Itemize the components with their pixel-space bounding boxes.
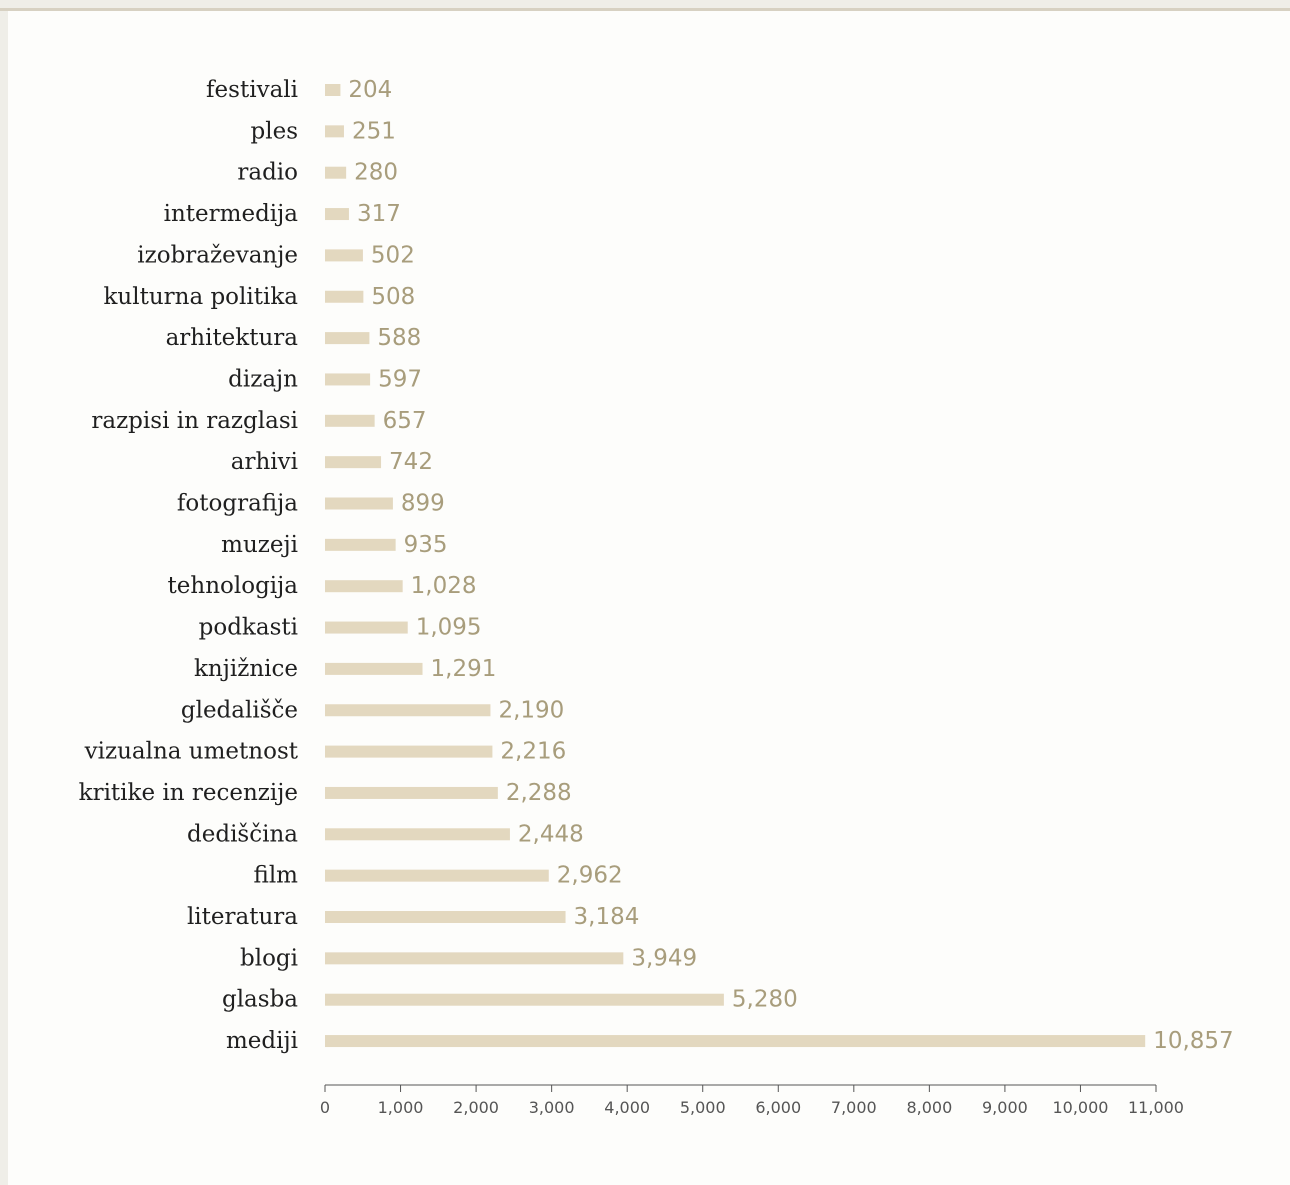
value-label: 899 xyxy=(401,491,445,517)
bar xyxy=(325,580,403,593)
bar xyxy=(325,414,375,427)
bar xyxy=(325,993,724,1006)
category-label: glasba xyxy=(222,987,298,1013)
category-label: muzeji xyxy=(221,532,298,558)
bar xyxy=(325,290,364,303)
bar xyxy=(325,166,347,179)
chart-panel xyxy=(8,11,1290,1185)
category-label: vizualna umetnost xyxy=(84,739,299,765)
bar xyxy=(325,828,510,841)
value-label: 742 xyxy=(389,449,433,475)
x-tick-label: 11,000 xyxy=(1128,1098,1184,1117)
category-label: mediji xyxy=(226,1028,298,1054)
category-label: izobraževanje xyxy=(137,242,298,268)
value-label: 251 xyxy=(352,118,396,144)
value-label: 280 xyxy=(354,160,398,186)
category-label: razpisi in razglasi xyxy=(91,408,298,434)
bar xyxy=(325,786,498,799)
bar xyxy=(325,497,393,510)
value-label: 317 xyxy=(357,201,401,227)
bar xyxy=(325,125,344,138)
value-label: 1,291 xyxy=(431,656,497,682)
value-label: 2,448 xyxy=(518,821,584,847)
value-label: 508 xyxy=(371,284,415,310)
x-tick-label: 4,000 xyxy=(604,1098,650,1117)
category-label: kritike in recenzije xyxy=(79,780,298,806)
value-label: 5,280 xyxy=(732,987,798,1013)
category-label: knjižnice xyxy=(194,656,298,682)
x-tick-label: 2,000 xyxy=(453,1098,499,1117)
category-label: ples xyxy=(251,118,299,144)
value-label: 657 xyxy=(383,408,427,434)
value-label: 10,857 xyxy=(1153,1028,1233,1054)
x-tick-label: 3,000 xyxy=(529,1098,575,1117)
bar xyxy=(325,745,493,758)
value-label: 3,184 xyxy=(574,904,640,930)
bar xyxy=(325,704,491,717)
category-label: arhitektura xyxy=(166,325,299,351)
bar xyxy=(325,249,363,262)
category-label: dizajn xyxy=(228,366,298,392)
bar xyxy=(325,84,341,96)
x-tick-label: 6,000 xyxy=(755,1098,801,1117)
bar xyxy=(325,373,371,386)
value-label: 597 xyxy=(378,366,422,392)
bars: festivali 204 ples 251 radio 280 intermedija 31… xyxy=(79,77,1234,1054)
bar xyxy=(325,621,408,634)
x-axis: 0 1,000 2,000 3,000 4,000 5,000 6,000 7,000 8,00… xyxy=(320,1084,1184,1117)
bar xyxy=(325,208,349,221)
bar xyxy=(325,911,566,923)
value-label: 588 xyxy=(377,325,421,351)
x-tick-label: 7,000 xyxy=(831,1098,877,1117)
value-label: 2,190 xyxy=(498,697,564,723)
category-label: podkasti xyxy=(199,615,298,641)
bar xyxy=(325,869,549,882)
x-tick-label: 5,000 xyxy=(680,1098,726,1117)
bar xyxy=(325,456,382,469)
category-label: kulturna politika xyxy=(103,284,298,310)
category-label: tehnologija xyxy=(168,573,299,599)
category-label: blogi xyxy=(240,945,298,971)
value-label: 2,216 xyxy=(500,739,566,765)
bar xyxy=(325,538,396,551)
value-label: 204 xyxy=(348,77,392,103)
bar xyxy=(325,952,624,965)
category-label: festivali xyxy=(206,77,298,103)
bar xyxy=(325,332,370,345)
category-label: fotografija xyxy=(177,491,298,517)
category-label: radio xyxy=(237,160,298,186)
value-label: 935 xyxy=(404,532,448,558)
value-label: 1,095 xyxy=(416,615,482,641)
value-label: 3,949 xyxy=(631,945,697,971)
bar xyxy=(325,662,423,675)
value-label: 2,288 xyxy=(506,780,572,806)
x-tick-label: 9,000 xyxy=(982,1098,1028,1117)
x-tick-label: 0 xyxy=(320,1098,330,1117)
value-label: 2,962 xyxy=(557,863,623,889)
category-label: intermedija xyxy=(164,201,299,227)
category-label: film xyxy=(253,863,298,889)
value-label: 502 xyxy=(371,242,415,268)
category-label: dediščina xyxy=(187,821,298,847)
bar xyxy=(325,1035,1146,1048)
category-label: arhivi xyxy=(231,449,298,475)
x-tick-label: 1,000 xyxy=(378,1098,424,1117)
top-border xyxy=(0,8,1290,11)
x-tick-label: 8,000 xyxy=(906,1098,952,1117)
category-label: literatura xyxy=(187,904,298,930)
x-tick-label: 10,000 xyxy=(1052,1098,1108,1117)
value-label: 1,028 xyxy=(411,573,477,599)
category-label: gledališče xyxy=(181,697,298,723)
